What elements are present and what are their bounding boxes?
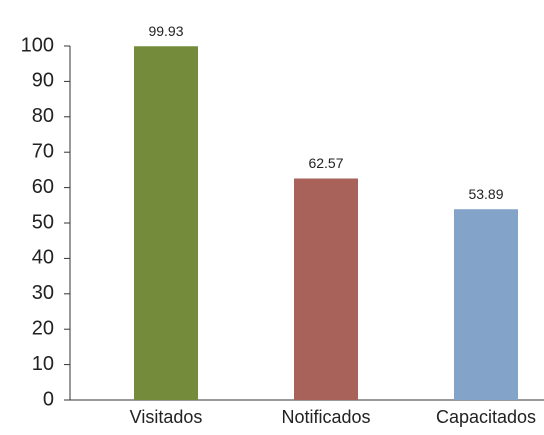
bar	[454, 209, 518, 400]
y-tick-label: 50	[32, 211, 54, 233]
y-tick-label: 70	[32, 140, 54, 162]
x-tick-label: Notificados	[281, 407, 370, 427]
y-tick-label: 100	[21, 34, 54, 56]
y-tick-label: 40	[32, 247, 54, 269]
x-tick-label: Visitados	[130, 407, 203, 427]
bar	[134, 46, 198, 400]
y-tick-label: 80	[32, 105, 54, 127]
x-tick-label: Capacitados	[436, 407, 536, 427]
value-label: 53.89	[468, 186, 503, 202]
value-label: 62.57	[308, 155, 343, 171]
y-tick-label: 60	[32, 176, 54, 198]
y-tick-label: 0	[43, 388, 54, 410]
y-tick-label: 30	[32, 282, 54, 304]
y-tick-label: 90	[32, 70, 54, 92]
value-label: 99.93	[148, 23, 183, 39]
bar	[294, 178, 358, 400]
y-tick-label: 20	[32, 317, 54, 339]
y-tick-label: 10	[32, 353, 54, 375]
